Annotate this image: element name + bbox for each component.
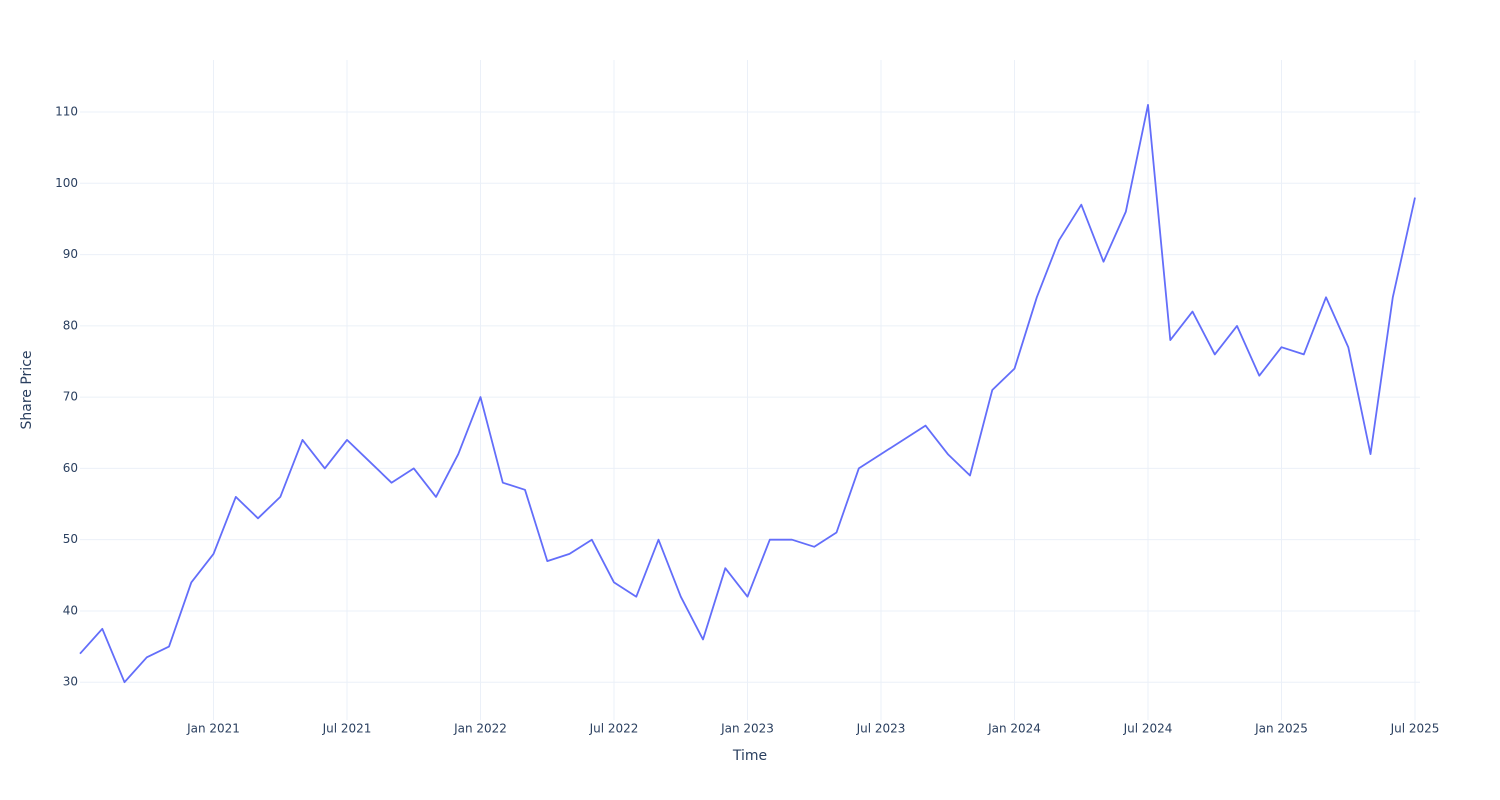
x-tick-label: Jan 2022 — [453, 722, 507, 736]
x-tick-label: Jan 2021 — [186, 722, 240, 736]
y-tick-label: 90 — [63, 247, 78, 261]
x-tick-label: Jan 2023 — [720, 722, 774, 736]
x-tick-label: Jul 2023 — [856, 722, 906, 736]
y-tick-label: 80 — [63, 318, 78, 332]
x-axis-title: Time — [732, 748, 767, 764]
y-axis-title: Share Price — [19, 350, 35, 429]
x-tick-label: Jul 2024 — [1123, 722, 1173, 736]
y-tick-label: 70 — [63, 390, 78, 404]
y-tick-label: 50 — [63, 532, 78, 546]
y-tick-label: 40 — [63, 603, 78, 617]
x-tick-label: Jan 2025 — [1254, 722, 1308, 736]
x-tick-label: Jul 2021 — [322, 722, 372, 736]
y-tick-label: 110 — [55, 105, 78, 119]
x-tick-label: Jul 2025 — [1390, 722, 1440, 736]
x-tick-label: Jul 2022 — [589, 722, 639, 736]
price-line — [79, 104, 1416, 684]
y-tick-label: 30 — [63, 675, 78, 689]
y-tick-label: 60 — [63, 461, 78, 475]
x-tick-label: Jan 2024 — [987, 722, 1041, 736]
y-tick-label: 100 — [55, 176, 78, 190]
